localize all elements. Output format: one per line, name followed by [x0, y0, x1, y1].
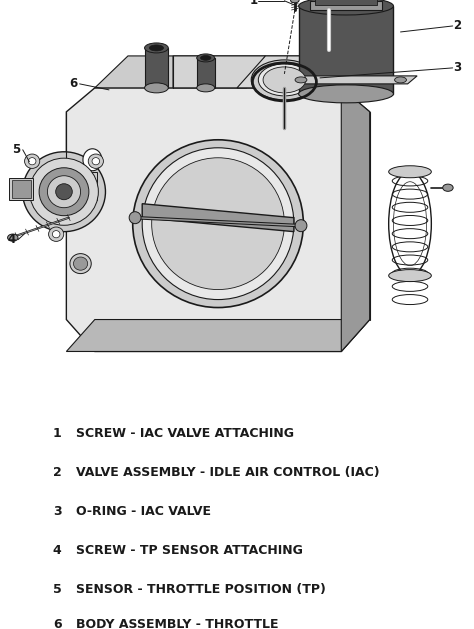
Ellipse shape — [197, 54, 215, 62]
Text: VALVE ASSEMBLY - IDLE AIR CONTROL (IAC): VALVE ASSEMBLY - IDLE AIR CONTROL (IAC) — [76, 466, 380, 479]
Ellipse shape — [149, 45, 164, 51]
Ellipse shape — [47, 175, 81, 208]
Polygon shape — [237, 56, 370, 88]
Ellipse shape — [295, 77, 307, 83]
Ellipse shape — [152, 158, 284, 289]
Bar — [197, 58, 215, 88]
Ellipse shape — [389, 166, 431, 178]
Ellipse shape — [251, 60, 318, 100]
Text: 6: 6 — [53, 618, 62, 629]
Ellipse shape — [258, 64, 310, 96]
Bar — [83, 172, 97, 199]
Ellipse shape — [83, 149, 102, 170]
Ellipse shape — [389, 270, 431, 282]
Text: 2: 2 — [53, 466, 62, 479]
Text: 4: 4 — [53, 545, 62, 557]
Ellipse shape — [299, 85, 393, 103]
Ellipse shape — [133, 140, 303, 308]
Ellipse shape — [394, 77, 406, 83]
Text: 5: 5 — [53, 584, 62, 596]
Text: SCREW - IAC VALVE ATTACHING: SCREW - IAC VALVE ATTACHING — [76, 427, 294, 440]
Polygon shape — [310, 1, 382, 10]
Polygon shape — [95, 56, 370, 88]
Polygon shape — [66, 320, 370, 352]
Text: 3: 3 — [53, 506, 62, 518]
Text: 1: 1 — [53, 427, 62, 440]
Ellipse shape — [30, 158, 98, 225]
Ellipse shape — [28, 158, 36, 165]
Ellipse shape — [8, 234, 18, 242]
Text: 4: 4 — [8, 233, 16, 246]
Ellipse shape — [145, 83, 168, 93]
Bar — [12, 180, 31, 198]
Ellipse shape — [53, 231, 60, 238]
Text: 1: 1 — [249, 0, 258, 8]
Text: 2: 2 — [453, 19, 462, 33]
Polygon shape — [284, 76, 417, 84]
Bar — [9, 178, 33, 199]
Ellipse shape — [73, 257, 88, 270]
Text: SENSOR - THROTTLE POSITION (TP): SENSOR - THROTTLE POSITION (TP) — [76, 584, 326, 596]
Ellipse shape — [145, 43, 168, 53]
Ellipse shape — [70, 253, 91, 274]
Ellipse shape — [92, 158, 100, 165]
Polygon shape — [173, 56, 265, 88]
Text: SCREW - TP SENSOR ATTACHING: SCREW - TP SENSOR ATTACHING — [76, 545, 303, 557]
Bar — [299, 6, 393, 94]
Ellipse shape — [49, 227, 64, 242]
Ellipse shape — [443, 184, 453, 191]
Ellipse shape — [25, 154, 40, 169]
Bar — [145, 48, 168, 88]
Ellipse shape — [299, 0, 393, 15]
Ellipse shape — [291, 0, 299, 3]
Ellipse shape — [263, 67, 306, 93]
Polygon shape — [66, 88, 370, 352]
Ellipse shape — [88, 154, 103, 169]
Text: O-RING - IAC VALVE: O-RING - IAC VALVE — [76, 506, 211, 518]
Text: 5: 5 — [12, 143, 21, 156]
Ellipse shape — [295, 220, 307, 231]
Ellipse shape — [39, 168, 89, 216]
Text: 3: 3 — [453, 62, 462, 74]
Bar — [315, 0, 377, 5]
Text: 6: 6 — [69, 77, 78, 91]
Ellipse shape — [142, 148, 294, 299]
Ellipse shape — [197, 84, 215, 92]
Text: BODY ASSEMBLY - THROTTLE: BODY ASSEMBLY - THROTTLE — [76, 618, 278, 629]
Ellipse shape — [129, 212, 141, 224]
Polygon shape — [341, 88, 370, 352]
Polygon shape — [142, 204, 294, 231]
Ellipse shape — [56, 184, 72, 199]
Ellipse shape — [23, 152, 105, 231]
Ellipse shape — [201, 55, 211, 60]
